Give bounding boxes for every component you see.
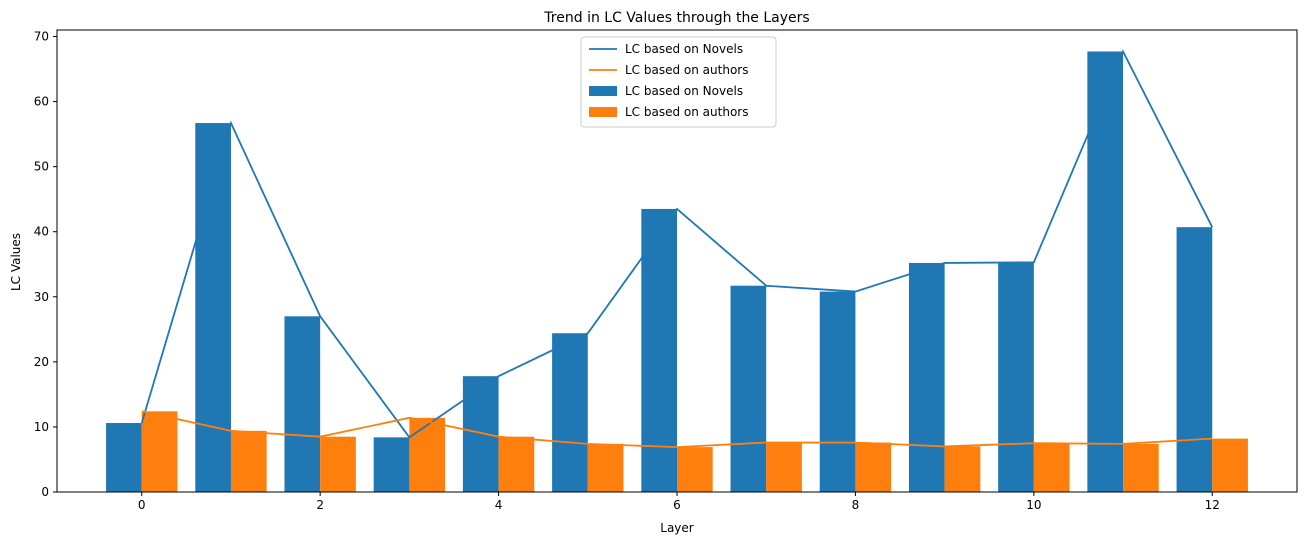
legend-bar-swatch-3 — [589, 107, 617, 117]
bar-novels-9 — [908, 262, 945, 492]
x-tick-label-0: 0 — [138, 498, 146, 512]
y-tick-label-40: 40 — [34, 225, 49, 239]
y-tick-label-70: 70 — [34, 30, 49, 44]
y-tick-label-30: 30 — [34, 290, 49, 304]
bar-authors-3 — [409, 417, 446, 492]
legend: LC based on Novels LC based on authors LC … — [580, 36, 777, 128]
x-tick-label-12: 12 — [1205, 498, 1220, 512]
bar-authors-8 — [855, 442, 892, 492]
x-tick-label-2: 2 — [316, 498, 324, 512]
bar-novels-1 — [195, 123, 231, 492]
bar-novels-3 — [373, 437, 410, 492]
chart-title: Trend in LC Values through the Layers — [543, 10, 809, 26]
legend-box — [580, 36, 777, 128]
legend-label-2: LC based on Novels — [625, 84, 743, 98]
bar-novels-8 — [819, 291, 856, 492]
y-tick-label-10: 10 — [34, 420, 49, 434]
bar-novels-4 — [462, 376, 499, 492]
bar-novels-2 — [284, 316, 321, 492]
bar-authors-4 — [498, 436, 535, 492]
y-axis-label: LC Values — [9, 233, 23, 291]
y-tick-label-60: 60 — [34, 95, 49, 109]
bar-authors-7 — [766, 442, 802, 492]
bar-novels-0 — [106, 423, 142, 492]
x-tick-label-10: 10 — [1026, 498, 1041, 512]
bar-novels-6 — [641, 208, 677, 492]
line-authors — [141, 410, 1213, 449]
bar-authors-1 — [230, 430, 267, 492]
bar-novels-7 — [730, 285, 767, 492]
bar-novels-11 — [1087, 51, 1124, 493]
legend-label-3: LC based on authors — [625, 105, 748, 119]
bar-authors-2 — [320, 436, 356, 492]
bar-authors-10 — [1033, 443, 1070, 492]
bar-authors-12 — [1212, 438, 1248, 492]
x-axis-label: Layer — [660, 521, 694, 535]
x-tick-label-8: 8 — [852, 498, 860, 512]
y-tick-label-0: 0 — [41, 485, 49, 499]
legend-bar-swatch-2 — [589, 86, 617, 96]
x-tick-label-6: 6 — [673, 498, 681, 512]
bar-authors-5 — [587, 443, 624, 492]
bar-novels-12 — [1176, 227, 1213, 492]
legend-label-1: LC based on authors — [625, 63, 748, 77]
bar-authors-6 — [677, 447, 713, 492]
bar-authors-9 — [944, 446, 981, 492]
x-tick-label-4: 4 — [495, 498, 503, 512]
legend-label-0: LC based on Novels — [625, 42, 743, 56]
bar-novels-10 — [998, 262, 1034, 492]
bar-novels-5 — [552, 333, 588, 492]
bar-authors-0 — [141, 411, 178, 492]
y-tick-label-50: 50 — [34, 160, 49, 174]
y-tick-label-20: 20 — [34, 355, 49, 369]
bar-authors-11 — [1123, 443, 1159, 492]
line-novels — [140, 49, 1214, 439]
plot-area: 0 2 4 6 8 10 12 0 10 20 30 40 50 60 70 — [34, 29, 1298, 512]
